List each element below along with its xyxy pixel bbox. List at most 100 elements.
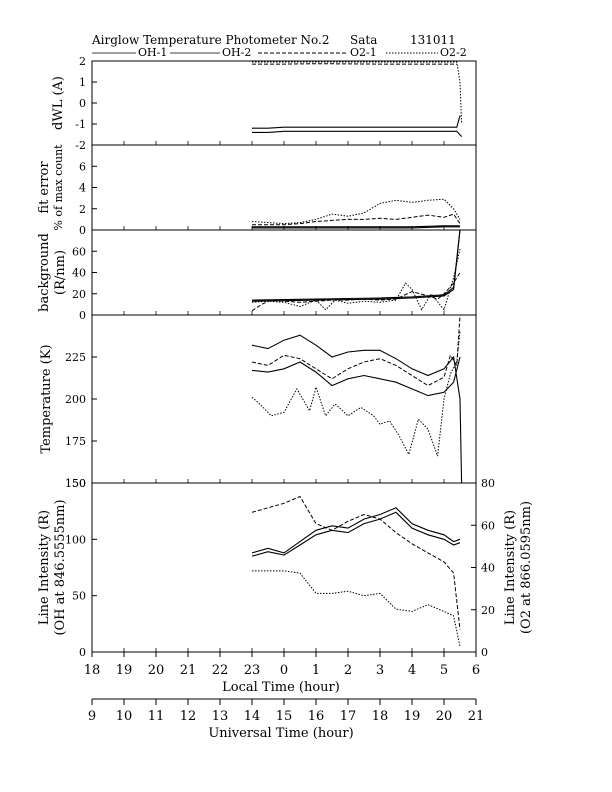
series-line-oh-1 [252, 226, 460, 229]
universal-time-tick-label: 9 [88, 709, 96, 724]
y-tick-label: 20 [72, 288, 86, 301]
local-time-tick-label: 19 [116, 663, 133, 678]
y-axis-label-2: (OH at 846.5555nm) [53, 499, 68, 635]
y-right-tick-label: 60 [481, 519, 495, 532]
y-tick-label: 100 [65, 533, 86, 546]
series-line-o2-2 [251, 198, 461, 225]
panel-frame [91, 229, 477, 316]
y-right-tick-label: 0 [481, 646, 488, 659]
y-tick-label: 0 [79, 309, 86, 322]
universal-time-tick-label: 12 [180, 709, 197, 724]
series-line-oh-1 [251, 507, 461, 554]
date-label: 131011 [410, 33, 456, 47]
y-tick-label: 225 [65, 351, 86, 364]
y-tick-label: 0 [79, 97, 86, 110]
legend: OH-1 OH-2 O2-1 O2-2 [92, 46, 467, 59]
panel-4: 225 200 175 150 Temperature (K) [39, 314, 477, 490]
panel-frame [91, 60, 477, 146]
legend-label-oh1: OH-1 [138, 46, 167, 59]
y-tick-label: 1 [79, 76, 86, 89]
universal-time-tick-label: 20 [436, 709, 453, 724]
y-axis-label: Line Intensity (R) [37, 510, 52, 625]
universal-time-tick-label: 16 [308, 709, 325, 724]
y-tick-label: 4 [79, 182, 86, 195]
local-time-tick-label: 4 [408, 663, 416, 678]
local-time-tick-label: 21 [180, 663, 197, 678]
series-line-oh-2 [252, 130, 463, 137]
universal-time-tick-label: 11 [148, 709, 165, 724]
series-line-o2-1 [251, 495, 461, 630]
universal-time-tick-label: 21 [468, 709, 485, 724]
y-tick-label: 2 [79, 55, 86, 68]
universal-time-tick-label: 17 [340, 709, 357, 724]
y-right-tick-label: 40 [481, 562, 495, 575]
panel-frame [91, 144, 477, 231]
y-axis-label-2: % of max count [52, 144, 65, 231]
y-tick-label: 50 [72, 590, 86, 603]
series-line-o2-2 [252, 61, 463, 125]
series-line-o2-1 [251, 315, 461, 387]
series-line-o2-2 [252, 570, 461, 647]
universal-time-axis: 9 10 11 12 13 14 15 16 17 18 19 20 21 [88, 698, 485, 724]
local-time-tick-label: 1 [312, 663, 320, 678]
series-line-oh-1 [251, 230, 461, 302]
series-line-oh-2 [252, 225, 460, 228]
y-tick-label: 200 [65, 393, 86, 406]
y-axis-label: fit error [37, 161, 52, 214]
local-time-tick-label: 6 [472, 663, 480, 678]
y-tick-label: 0 [79, 646, 86, 659]
series-line-o2-1 [251, 272, 461, 312]
y-tick-label: 40 [72, 267, 86, 280]
series-line-oh-2 [251, 511, 461, 557]
y-tick-label: 60 [72, 245, 86, 258]
series-line-o2-2 [251, 248, 461, 311]
y-right-tick-label: 20 [481, 604, 495, 617]
local-time-tick-label: 20 [148, 663, 165, 678]
y-tick-label: 150 [65, 477, 86, 490]
y-tick-label: 175 [65, 435, 86, 448]
series-line-o2-1 [252, 213, 461, 226]
local-time-tick-label: 23 [244, 663, 261, 678]
series-line-oh-1 [251, 334, 463, 483]
y-axis-label: dWL (A) [51, 76, 66, 130]
y-right-axis-label: Line Intensity (R) [503, 510, 518, 625]
legend-label-o22: O2-2 [440, 46, 467, 59]
panel-3: 60 40 20 0 background (R/nm) [37, 229, 477, 322]
legend-label-o21: O2-1 [350, 46, 377, 59]
local-time-label: Local Time (hour) [222, 680, 340, 695]
y-tick-label: 6 [79, 160, 86, 173]
universal-time-tick-label: 15 [276, 709, 293, 724]
site-name: Sata [350, 33, 377, 47]
series-line-oh-2 [251, 230, 461, 301]
panel-2: 6 4 2 0 fit error% of max count [37, 144, 477, 237]
universal-time-tick-label: 18 [372, 709, 389, 724]
y-right-axis-label-2: (O2 at 866.0595nm) [519, 501, 534, 634]
y-axis-label: Temperature (K) [39, 344, 54, 453]
y-tick-label: 0 [79, 224, 86, 237]
universal-time-tick-label: 10 [116, 709, 133, 724]
local-time-tick-label: 2 [344, 663, 352, 678]
local-time-tick-label: 18 [84, 663, 101, 678]
y-tick-label: 150 [65, 477, 86, 490]
chart-title: Airglow Temperature Photometer No.2 [91, 33, 330, 47]
y-tick-label: 2 [79, 203, 86, 216]
universal-time-tick-label: 19 [404, 709, 421, 724]
local-time-tick-label: 0 [280, 663, 288, 678]
y-axis-label: background [37, 233, 52, 312]
y-tick-label: -1 [75, 118, 86, 131]
panel-frame [91, 482, 477, 653]
local-time-tick-label: 5 [440, 663, 448, 678]
y-tick-label: -2 [75, 139, 86, 152]
universal-time-tick-label: 14 [244, 709, 261, 724]
local-time-axis: 18 19 20 21 22 23 0 1 2 3 4 5 6 [84, 652, 480, 678]
universal-time-label: Universal Time (hour) [208, 726, 353, 741]
series-line-oh-1 [252, 115, 461, 129]
series-line-o2-2 [251, 331, 461, 457]
series-line-oh-2 [251, 356, 461, 397]
y-axis-label-2: (R/nm) [53, 250, 68, 295]
local-time-tick-label: 3 [376, 663, 384, 678]
local-time-tick-label: 22 [212, 663, 229, 678]
universal-time-tick-label: 13 [212, 709, 229, 724]
